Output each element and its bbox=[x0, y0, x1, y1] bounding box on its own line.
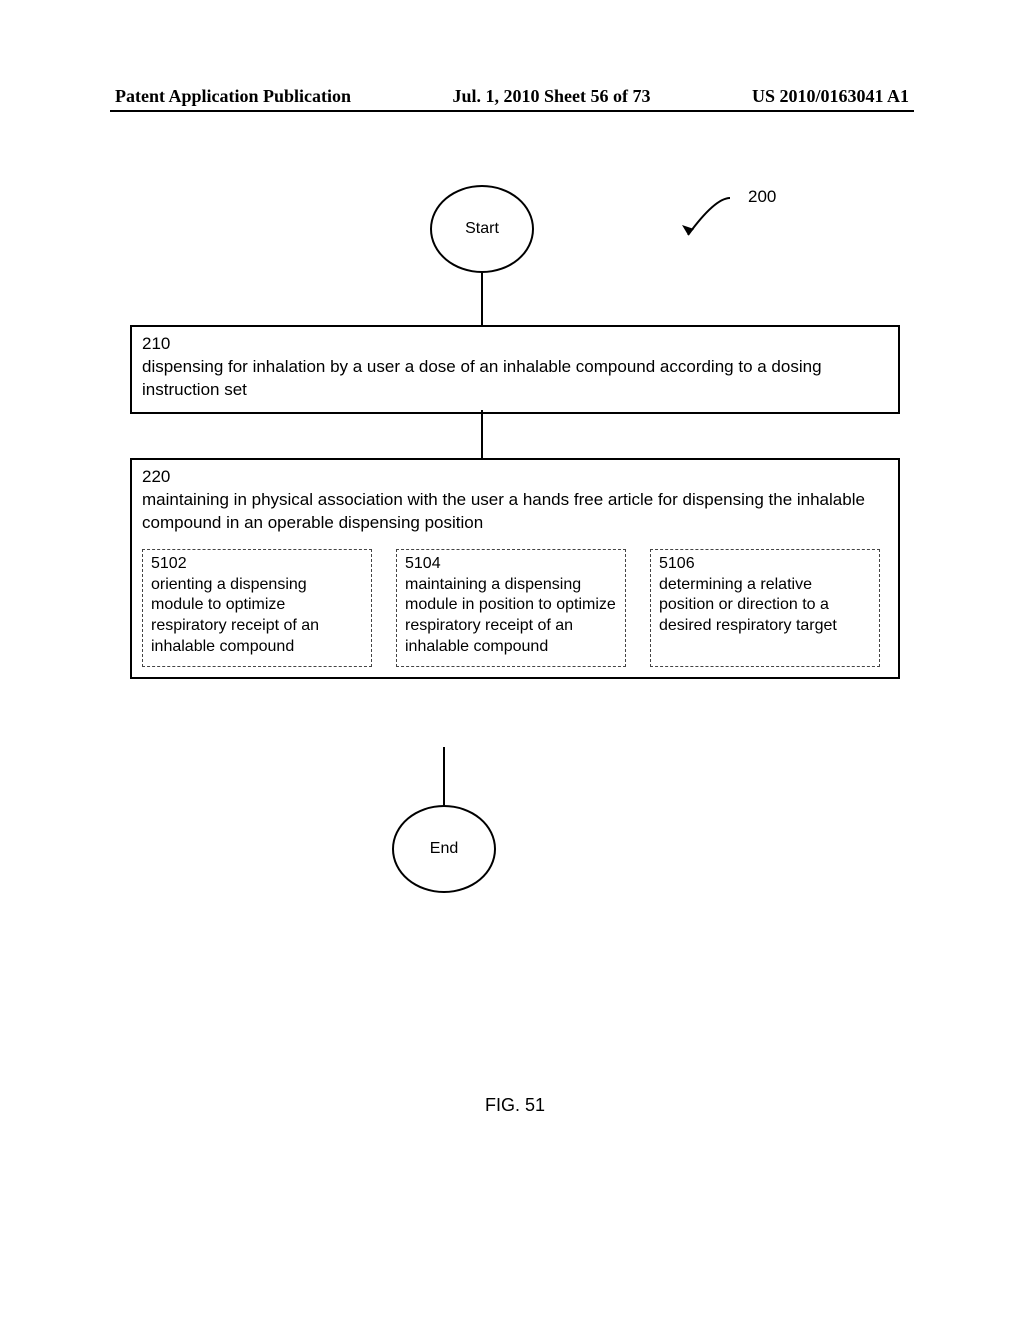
end-terminal: End bbox=[392, 805, 496, 893]
step-220-box: 220 maintaining in physical association … bbox=[130, 458, 900, 679]
sub-step-5106: 5106 determining a relative position or … bbox=[650, 549, 880, 667]
sub-5102-number: 5102 bbox=[151, 554, 363, 575]
sub-5104-number: 5104 bbox=[405, 554, 617, 575]
reference-arrow-icon bbox=[670, 193, 740, 248]
step-220-number: 220 bbox=[142, 466, 888, 489]
header-right: US 2010/0163041 A1 bbox=[752, 86, 909, 107]
figure-label: FIG. 51 bbox=[130, 1095, 900, 1116]
start-label: Start bbox=[465, 220, 499, 238]
step-210-number: 210 bbox=[142, 333, 888, 356]
page-header: Patent Application Publication Jul. 1, 2… bbox=[0, 86, 1024, 107]
connector-line bbox=[481, 273, 483, 325]
sub-step-5102: 5102 orienting a dispensing module to op… bbox=[142, 549, 372, 667]
step-220-text: maintaining in physical association with… bbox=[142, 490, 865, 532]
sub-step-5104: 5104 maintaining a dispensing module in … bbox=[396, 549, 626, 667]
connector-line bbox=[443, 747, 445, 805]
connector-line bbox=[481, 410, 483, 458]
sub-5106-text: determining a relative position or direc… bbox=[659, 576, 837, 635]
sub-5102-text: orienting a dispensing module to optimiz… bbox=[151, 576, 319, 655]
header-rule bbox=[110, 110, 914, 112]
start-terminal: Start bbox=[430, 185, 534, 273]
step-210-text: dispensing for inhalation by a user a do… bbox=[142, 357, 822, 399]
sub-5106-number: 5106 bbox=[659, 554, 871, 575]
step-210-box: 210 dispensing for inhalation by a user … bbox=[130, 325, 900, 414]
reference-number: 200 bbox=[748, 187, 776, 207]
header-left: Patent Application Publication bbox=[115, 86, 351, 107]
sub-steps-row: 5102 orienting a dispensing module to op… bbox=[142, 549, 888, 667]
end-label: End bbox=[430, 840, 458, 858]
header-center: Jul. 1, 2010 Sheet 56 of 73 bbox=[453, 86, 651, 107]
sub-5104-text: maintaining a dispensing module in posit… bbox=[405, 576, 616, 655]
